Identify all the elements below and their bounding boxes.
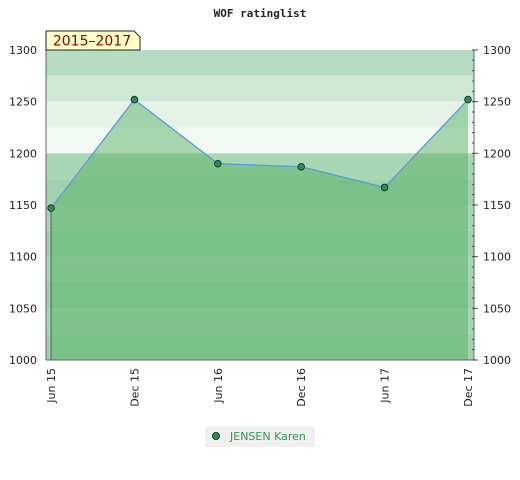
y-tick-label-right: 1150	[483, 199, 511, 212]
data-point[interactable]	[47, 204, 55, 212]
data-point[interactable]	[130, 95, 139, 104]
y-tick-label-left: 1200	[9, 147, 37, 160]
y-tick-label-left: 1300	[9, 44, 37, 57]
right-y-axis: 1000 1050 1100 1150 1200 1250 1300	[472, 44, 511, 367]
legend-box	[205, 426, 315, 447]
series-line	[50, 98, 469, 209]
data-point[interactable]	[214, 159, 222, 168]
y-tick-label-right: 1000	[483, 354, 511, 367]
background-band	[46, 153, 474, 180]
background-band	[46, 334, 474, 360]
background-bands	[46, 50, 474, 360]
left-y-axis: 1000 1050 1100 1150 1200 1250 1300	[9, 44, 37, 367]
x-axis: Jun 15 Dec 15 Jun 16 Dec 16 Jun 17 Dec 17	[45, 368, 475, 407]
x-tick-label: Dec 17	[462, 368, 475, 407]
data-point[interactable]	[297, 162, 306, 171]
y-tick-label-left: 1250	[9, 96, 37, 109]
data-point[interactable]	[380, 183, 389, 192]
y-tick-label-right: 1100	[483, 251, 511, 264]
background-band	[46, 205, 474, 231]
background-band	[46, 101, 474, 128]
x-tick-label: Jun 17	[379, 368, 392, 404]
x-tick-label: Jun 16	[212, 368, 225, 404]
y-tick-label-right: 1250	[483, 96, 511, 109]
series-area-fill	[51, 99, 468, 360]
background-band	[46, 282, 474, 309]
chart-title: WOF ratinglist	[214, 7, 307, 20]
series-area	[50, 98, 469, 360]
legend[interactable]: JENSEN Karen	[205, 426, 315, 447]
x-tick-label: Dec 15	[128, 368, 141, 407]
data-point[interactable]	[464, 95, 472, 104]
y-tick-label-right: 1200	[483, 147, 511, 160]
background-band	[46, 75, 474, 102]
background-band	[46, 50, 474, 76]
y-tick-label-left: 1050	[9, 302, 37, 315]
y-tick-label-left: 1150	[9, 199, 37, 212]
legend-marker	[212, 432, 220, 440]
period-badge: 2015–2017	[45, 30, 141, 51]
x-tick-label: Dec 16	[295, 368, 308, 407]
y-tick-label-right: 1050	[483, 302, 511, 315]
y-tick-label-right: 1300	[483, 44, 511, 57]
series-markers	[47, 95, 472, 212]
x-tick-label: Jun 15	[45, 368, 58, 404]
background-band	[46, 256, 474, 283]
background-band	[46, 230, 474, 257]
background-band	[46, 308, 474, 335]
legend-label: JENSEN Karen	[229, 430, 306, 443]
background-band	[46, 179, 474, 205]
y-tick-label-left: 1000	[9, 354, 37, 367]
background-band	[46, 127, 474, 154]
period-label: 2015–2017	[53, 34, 131, 50]
y-tick-label-left: 1100	[9, 251, 37, 264]
